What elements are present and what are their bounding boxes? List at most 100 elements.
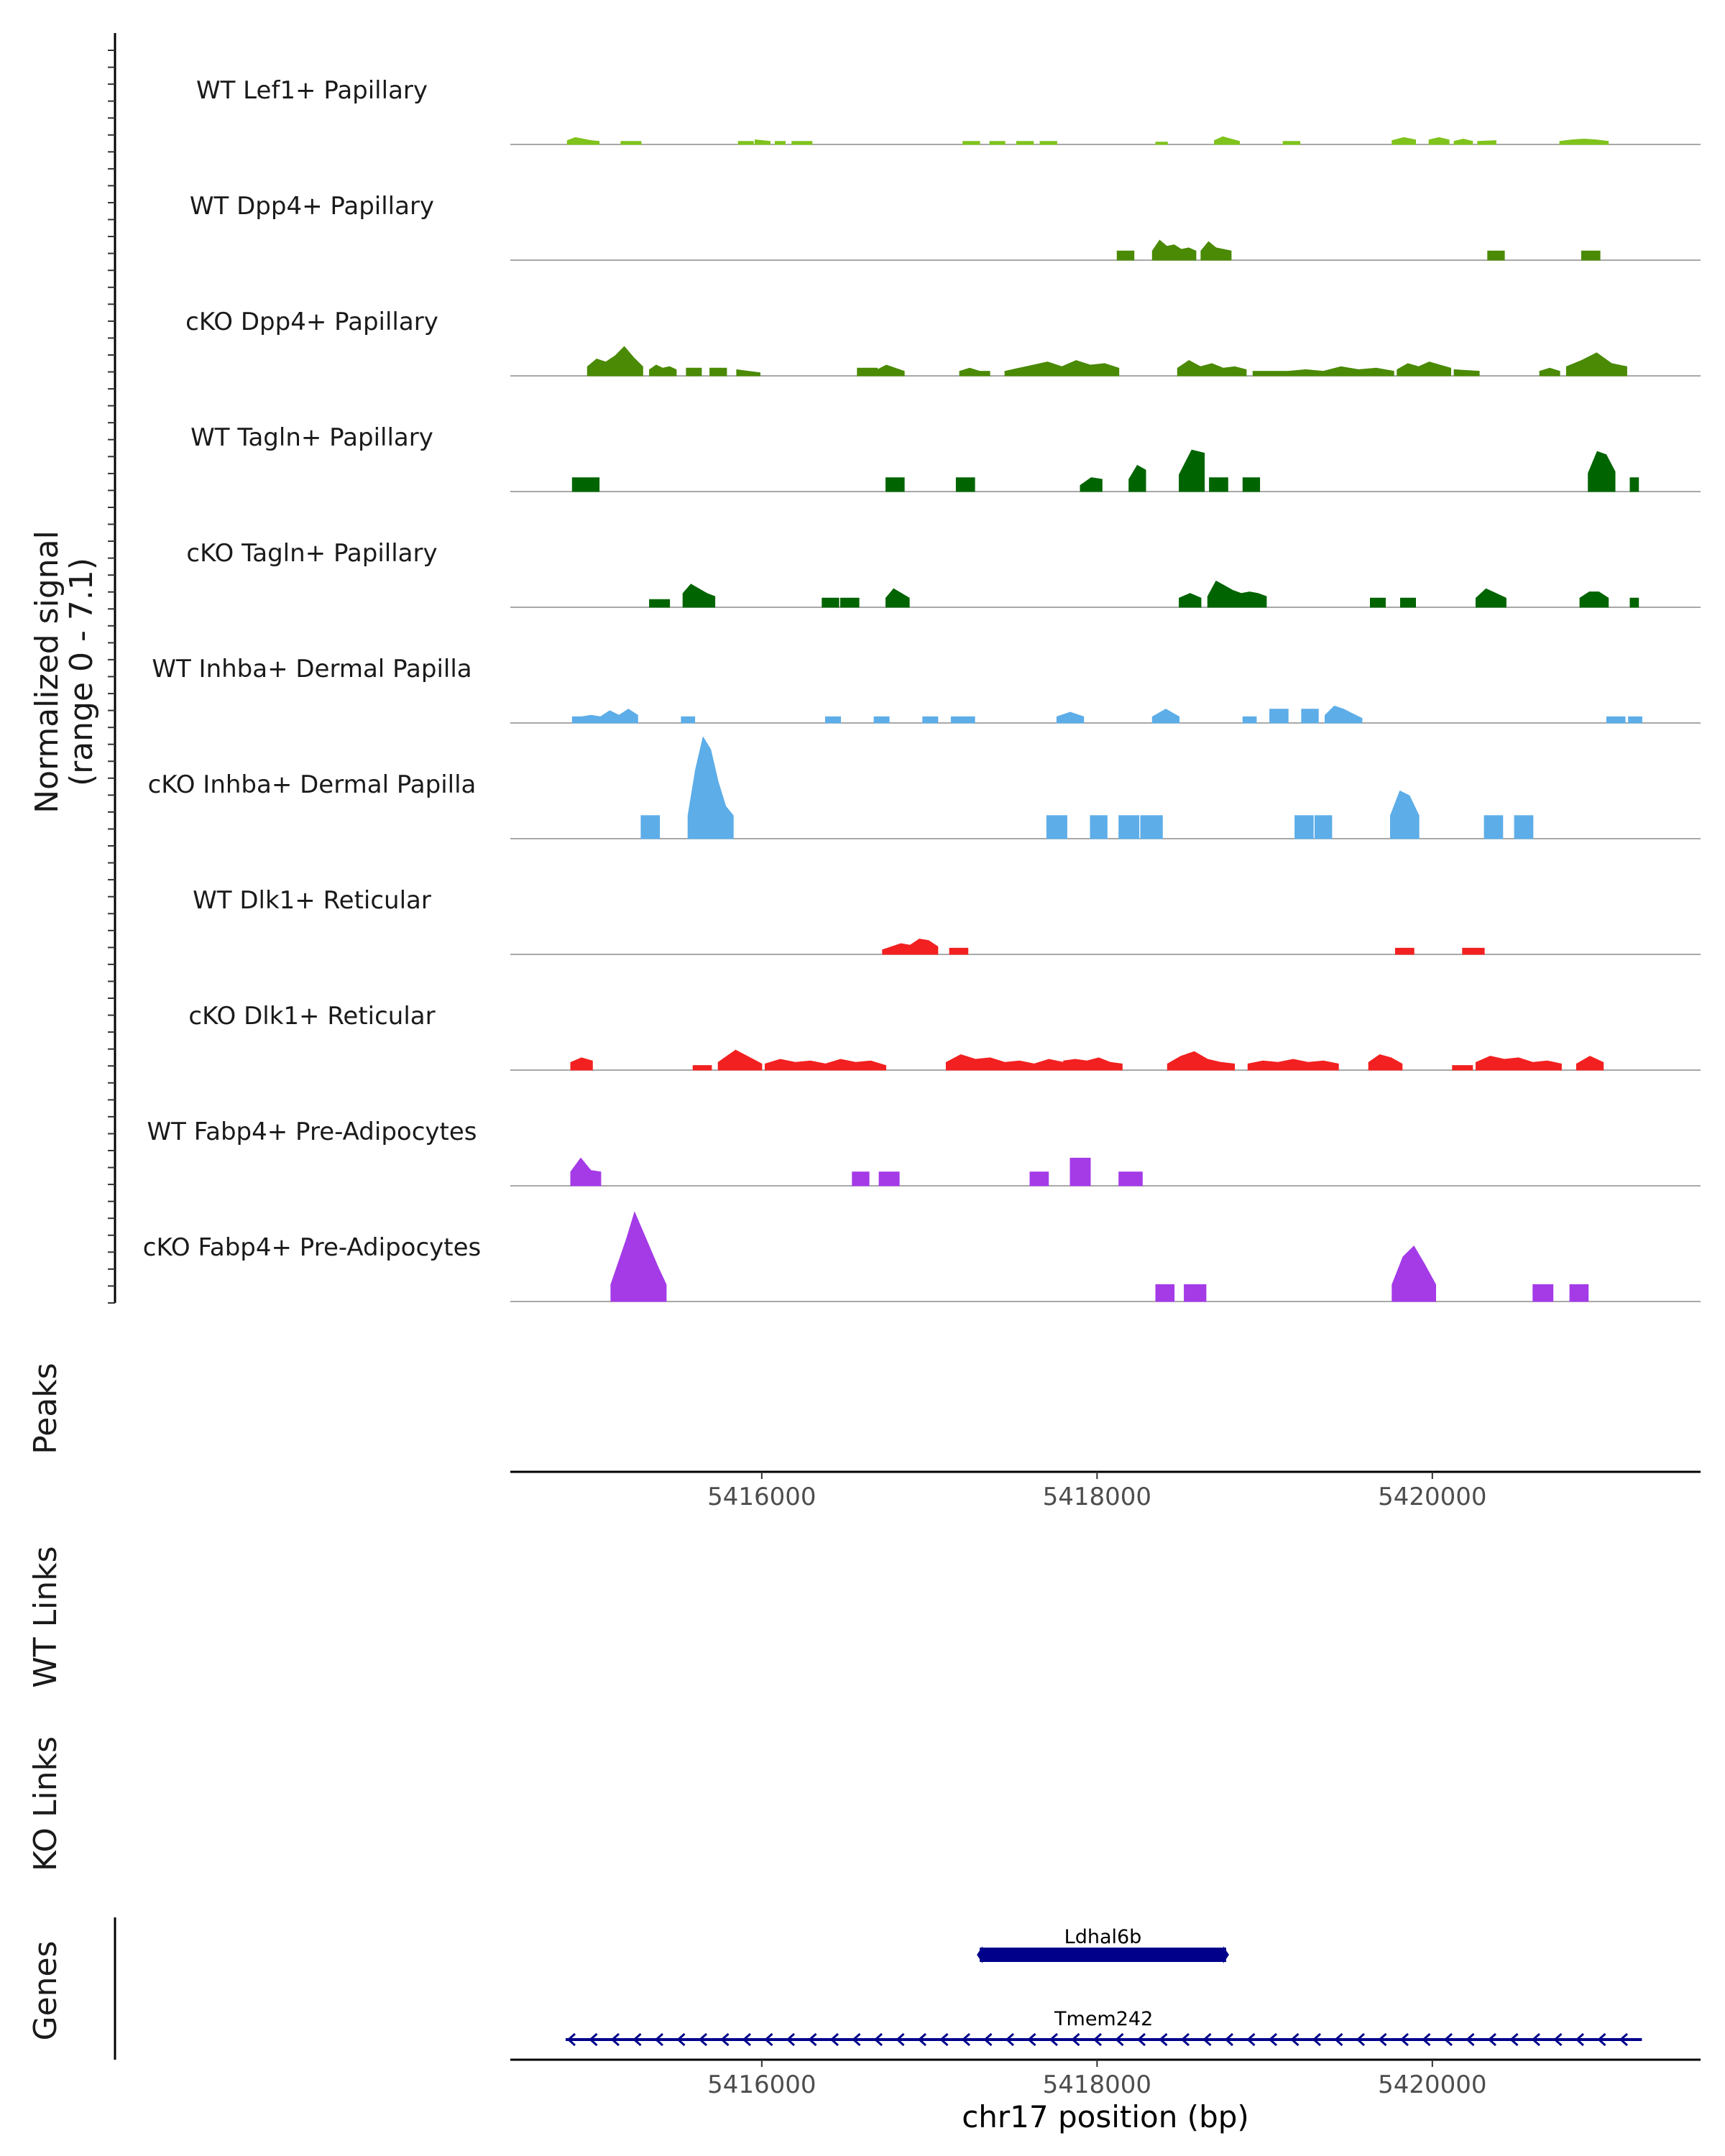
- signal-peak: [1390, 790, 1420, 839]
- signal-peak: [1118, 1171, 1143, 1187]
- gene-end-cap: [977, 1946, 983, 1963]
- signal-peak: [959, 367, 990, 377]
- track-0: WT Lef1+ Papillary: [196, 76, 1701, 145]
- strand-arrow: [654, 2032, 663, 2047]
- signal-peak: [1565, 352, 1627, 377]
- signal-peak: [570, 1057, 593, 1071]
- signal-peak: [755, 139, 770, 145]
- strand-arrow: [1597, 2032, 1606, 2047]
- signal-peak: [640, 815, 661, 839]
- signal-peak: [1282, 141, 1301, 145]
- signal-peak: [1140, 815, 1163, 839]
- genes-x-axis: 5416000 5418000 5420000: [510, 2058, 1701, 2099]
- x-tick-label: 5416000: [707, 1483, 816, 1511]
- track-3: WT Tagln+ Papillary: [190, 423, 1701, 492]
- strand-arrow: [698, 2032, 707, 2047]
- signal-peak: [686, 367, 702, 377]
- signal-peak: [571, 709, 638, 724]
- signal-peak: [692, 1065, 712, 1071]
- strand-arrow: [589, 2032, 598, 2047]
- gene-body: [980, 1948, 1226, 1962]
- strand-arrow: [764, 2032, 773, 2047]
- strand-arrow: [1531, 2032, 1540, 2047]
- track-label: WT Inhba+ Dermal Papilla: [152, 655, 472, 683]
- signal-peak: [1090, 815, 1108, 839]
- strand-arrow: [1422, 2032, 1431, 2047]
- signal-peak: [649, 599, 671, 608]
- track-10: cKO Fabp4+ Pre-Adipocytes: [143, 1211, 1701, 1302]
- signal-peak: [852, 1171, 870, 1187]
- strand-arrow: [1443, 2032, 1453, 2047]
- strand-arrow: [1553, 2032, 1563, 2047]
- signal-peak: [989, 141, 1006, 145]
- strand-arrow: [1027, 2032, 1036, 2047]
- track-label: cKO Dpp4+ Papillary: [185, 308, 438, 336]
- y-axis-title-line1: Normalized signal: [29, 530, 65, 814]
- strand-arrow: [676, 2032, 686, 2047]
- signal-peak: [1179, 593, 1202, 608]
- signal-peak: [1056, 711, 1085, 724]
- signal-peak: [922, 716, 939, 724]
- signal-peak: [1116, 250, 1135, 261]
- strand-arrow: [1619, 2032, 1628, 2047]
- signal-peak: [878, 1171, 900, 1187]
- signal-peak: [1487, 250, 1505, 261]
- signal-peak: [1579, 591, 1609, 608]
- strand-arrow: [610, 2032, 620, 2047]
- signal-peak: [765, 1059, 886, 1071]
- signal-peak: [571, 477, 600, 492]
- signal-peak: [610, 1211, 667, 1302]
- signal-peak: [1453, 369, 1480, 377]
- coverage-tracks: WT Lef1+ Papillary WT Dpp4+ Papillary cKO …: [143, 76, 1701, 1302]
- signal-peak: [1629, 597, 1639, 608]
- signal-peak: [1628, 716, 1642, 724]
- signal-peak: [620, 141, 642, 145]
- track-8: cKO Dlk1+ Reticular: [188, 1002, 1701, 1071]
- signal-peak: [1588, 451, 1616, 492]
- signal-peak: [1128, 464, 1146, 492]
- track-7: WT Dlk1+ Reticular: [193, 886, 1701, 955]
- signal-peak: [1029, 1171, 1049, 1187]
- x-tick-label: 5416000: [707, 2070, 816, 2099]
- signal-peak: [717, 1049, 763, 1071]
- strand-arrow: [808, 2032, 817, 2047]
- signal-peak: [649, 364, 677, 377]
- signal-peak: [1252, 366, 1394, 377]
- track-label: WT Lef1+ Papillary: [196, 76, 428, 105]
- signal-peak: [566, 137, 600, 145]
- strand-arrow: [786, 2032, 795, 2047]
- signal-peak: [1046, 815, 1067, 839]
- signal-peak: [1080, 477, 1103, 492]
- signal-peak: [737, 141, 754, 145]
- x-axis-title: chr17 position (bp): [962, 2099, 1249, 2134]
- genes-panel-label: Genes: [27, 1940, 64, 2040]
- signal-peak: [736, 369, 760, 377]
- signal-peak: [1581, 250, 1601, 261]
- strand-arrow: [1246, 2032, 1256, 2047]
- strand-arrow: [1005, 2032, 1014, 2047]
- peaks-x-axis: 5416000 5418000 5420000: [510, 1470, 1701, 1511]
- track-label: cKO Tagln+ Papillary: [186, 539, 437, 568]
- signal-peak: [840, 597, 860, 608]
- strand-arrow: [1115, 2032, 1124, 2047]
- y-axis-title-line2: (range 0 - 7.1): [63, 558, 100, 786]
- signal-peak: [570, 1157, 602, 1187]
- signal-peak: [1200, 241, 1232, 261]
- signal-peak: [857, 367, 878, 377]
- signal-peak: [886, 588, 910, 608]
- signal-peak: [1629, 477, 1639, 492]
- signal-peak: [1070, 1158, 1091, 1187]
- signal-peak: [1539, 367, 1560, 377]
- signal-peak: [873, 716, 890, 724]
- track-9: WT Fabp4+ Pre-Adipocytes: [147, 1118, 1701, 1187]
- gene-label: Ldhal6b: [1064, 1926, 1142, 1948]
- signal-peak: [877, 364, 905, 377]
- strand-arrow: [1466, 2032, 1475, 2047]
- signal-peak: [1214, 136, 1241, 145]
- x-tick-label: 5420000: [1378, 2070, 1486, 2099]
- strand-arrow: [566, 2032, 576, 2047]
- signal-peak: [1184, 1284, 1207, 1302]
- strand-arrow: [896, 2032, 905, 2047]
- strand-arrow: [1378, 2032, 1387, 2047]
- strand-arrow: [1180, 2032, 1190, 2047]
